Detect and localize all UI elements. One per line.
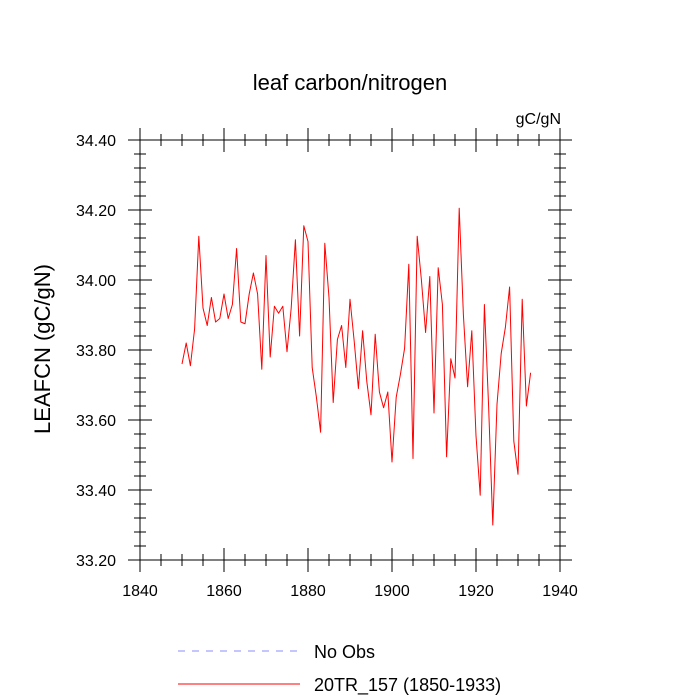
x-tick-label: 1940: [542, 583, 578, 600]
y-tick-label: 34.20: [76, 203, 116, 220]
legend: No Obs 20TR_157 (1850-1933): [178, 642, 501, 696]
y-tick-label: 33.80: [76, 343, 116, 360]
chart-title: leaf carbon/nitrogen: [253, 70, 447, 95]
y-tick-label: 33.20: [76, 553, 116, 570]
y-axis-label: LEAFCN (gC/gN): [30, 264, 55, 434]
series-line-20tr-157: [181, 207, 532, 526]
y-tick-label: 34.00: [76, 273, 116, 290]
x-tick-label: 1900: [374, 583, 410, 600]
x-tick-label: 1840: [122, 583, 158, 600]
x-tick-label: 1880: [290, 583, 326, 600]
x-tick-label: 1860: [206, 583, 242, 600]
y-tick-label: 34.40: [76, 133, 116, 150]
plot-frame: [139, 139, 561, 561]
legend-label-20tr-157: 20TR_157 (1850-1933): [314, 675, 501, 696]
x-tick-label: 1920: [458, 583, 494, 600]
tick-labels-layer: 1840 1860 1880 1900 1920 1940 33.20 33.40 33.60 3…: [76, 133, 578, 600]
y-tick-label: 33.40: [76, 483, 116, 500]
units-label: gC/gN: [516, 111, 561, 128]
ticks-layer: [128, 128, 572, 572]
series-layer: [181, 207, 532, 526]
y-tick-label: 33.60: [76, 413, 116, 430]
legend-label-no-obs: No Obs: [314, 642, 375, 662]
